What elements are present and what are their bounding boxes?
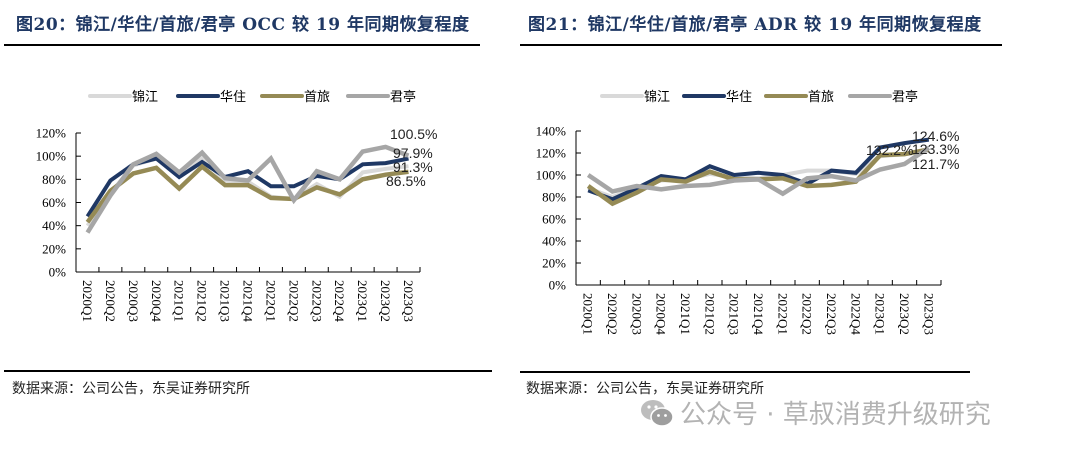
- end-value-label: 100.5%: [390, 126, 437, 142]
- y-tick-label: 40%: [42, 218, 66, 233]
- x-tick-label: 2020Q1: [581, 293, 596, 335]
- end-value-label: 97.9%: [393, 145, 433, 161]
- x-tick-label: 2021Q4: [751, 293, 766, 335]
- x-tick-label: 2023Q1: [355, 280, 370, 322]
- y-tick-label: 20%: [42, 241, 66, 256]
- y-tick-label: 120%: [536, 146, 567, 161]
- end-value-label: 121.7%: [912, 156, 959, 172]
- x-tick-label: 2020Q2: [103, 280, 118, 322]
- adr-recovery-chart: 锦江 华住 首旅 君亭 0% 20% 40% 60% 80% 100% 120% 140% 2020Q1…: [536, 89, 960, 335]
- x-tick-label: 2023Q3: [921, 293, 936, 335]
- legend-label-3: 首旅: [808, 90, 834, 105]
- x-tick-label: 2022Q1: [263, 280, 278, 322]
- watermark: 公众号 · 草叔消费升级研究: [640, 394, 991, 431]
- legend: 锦江 华住 首旅 君亭: [88, 89, 416, 105]
- wechat-icon: [640, 398, 674, 428]
- figure-20-source: 数据来源：公司公告，东吴证券研究所: [12, 381, 250, 397]
- x-tick-label: 2020Q4: [149, 280, 164, 322]
- x-tick-label: 2020Q1: [80, 280, 95, 322]
- x-tick-label: 2022Q3: [824, 293, 839, 335]
- x-tick-label: 2023Q3: [401, 280, 416, 322]
- y-tick-label: 140%: [536, 124, 567, 139]
- x-tick-label: 2020Q3: [629, 293, 644, 335]
- figure-20-title: 图20：锦江/华住/首旅/君亭 OCC 较 19 年同期恢复程度: [16, 15, 470, 35]
- x-tick-label: 2021Q2: [702, 293, 717, 335]
- figure-21-title: 图21：锦江/华住/首旅/君亭 ADR 较 19 年同期恢复程度: [528, 15, 982, 35]
- y-tick-label: 100%: [36, 149, 67, 164]
- watermark-text: 公众号 · 草叔消费升级研究: [680, 400, 991, 430]
- x-tick-label: 2022Q1: [775, 293, 790, 335]
- y-tick-label: 80%: [542, 190, 566, 205]
- x-tick-label: 2021Q3: [218, 280, 233, 322]
- figure-21-title-rule: [520, 44, 1002, 46]
- y-tick-label: 100%: [536, 168, 567, 183]
- end-value-label: 86.5%: [386, 173, 426, 189]
- y-tick-label: 20%: [542, 256, 566, 271]
- legend-label-4: 君亭: [892, 89, 918, 105]
- x-tick-label: 2023Q1: [873, 293, 888, 335]
- end-value-label: 91.3%: [393, 159, 433, 175]
- figure-21-source: 数据来源：公司公告，东吴证券研究所: [526, 381, 764, 397]
- legend-label-2: 华住: [726, 90, 752, 105]
- figure-20-bottom-rule: [4, 370, 492, 372]
- y-tick-label: 120%: [36, 126, 67, 141]
- x-tick-label: 2023Q2: [378, 280, 393, 322]
- x-tick-label: 2022Q2: [286, 280, 301, 322]
- series-line-4: [85, 144, 410, 234]
- y-tick-label: 60%: [542, 212, 566, 227]
- figure-20-title-rule: [4, 44, 480, 46]
- x-tick-label: 2022Q4: [848, 293, 863, 335]
- y-tick-label: 60%: [42, 195, 66, 210]
- y-tick-label: 0%: [549, 278, 567, 293]
- x-tick-label: 2021Q1: [172, 280, 187, 322]
- y-tick-label: 0%: [49, 265, 67, 280]
- y-tick-label: 80%: [42, 172, 66, 187]
- legend-label-4: 君亭: [390, 89, 416, 105]
- x-tick-label: 2021Q1: [678, 293, 693, 335]
- series-line-1: [85, 155, 409, 227]
- end-value-label: 123.3%: [912, 141, 959, 157]
- x-tick-label: 2021Q4: [241, 280, 256, 322]
- x-tick-label: 2021Q2: [195, 280, 210, 322]
- x-tick-label: 2022Q4: [332, 280, 347, 322]
- legend-label-1: 锦江: [644, 90, 670, 105]
- x-tick-label: 2023Q2: [897, 293, 912, 335]
- x-tick-label: 2022Q2: [800, 293, 815, 335]
- figure-21-bottom-rule: [520, 371, 970, 373]
- x-tick-label: 2021Q3: [727, 293, 742, 335]
- end-value-label: 124.6%: [912, 128, 959, 144]
- x-tick-label: 2022Q3: [309, 280, 324, 322]
- x-tick-label: 2020Q3: [126, 280, 141, 322]
- legend-label-3: 首旅: [304, 90, 330, 105]
- legend-label-1: 锦江: [132, 90, 158, 105]
- legend: 锦江 华住 首旅 君亭: [600, 89, 918, 105]
- x-tick-label: 2020Q2: [605, 293, 620, 335]
- y-tick-label: 40%: [542, 234, 566, 249]
- end-value-label: 132.2%: [866, 142, 913, 158]
- legend-label-2: 华住: [220, 90, 246, 105]
- x-tick-label: 2020Q4: [654, 293, 669, 335]
- occ-recovery-chart: 锦江 华住 首旅 君亭 0% 20% 40% 60% 80% 100% 120% 2020Q1 2020…: [36, 89, 438, 322]
